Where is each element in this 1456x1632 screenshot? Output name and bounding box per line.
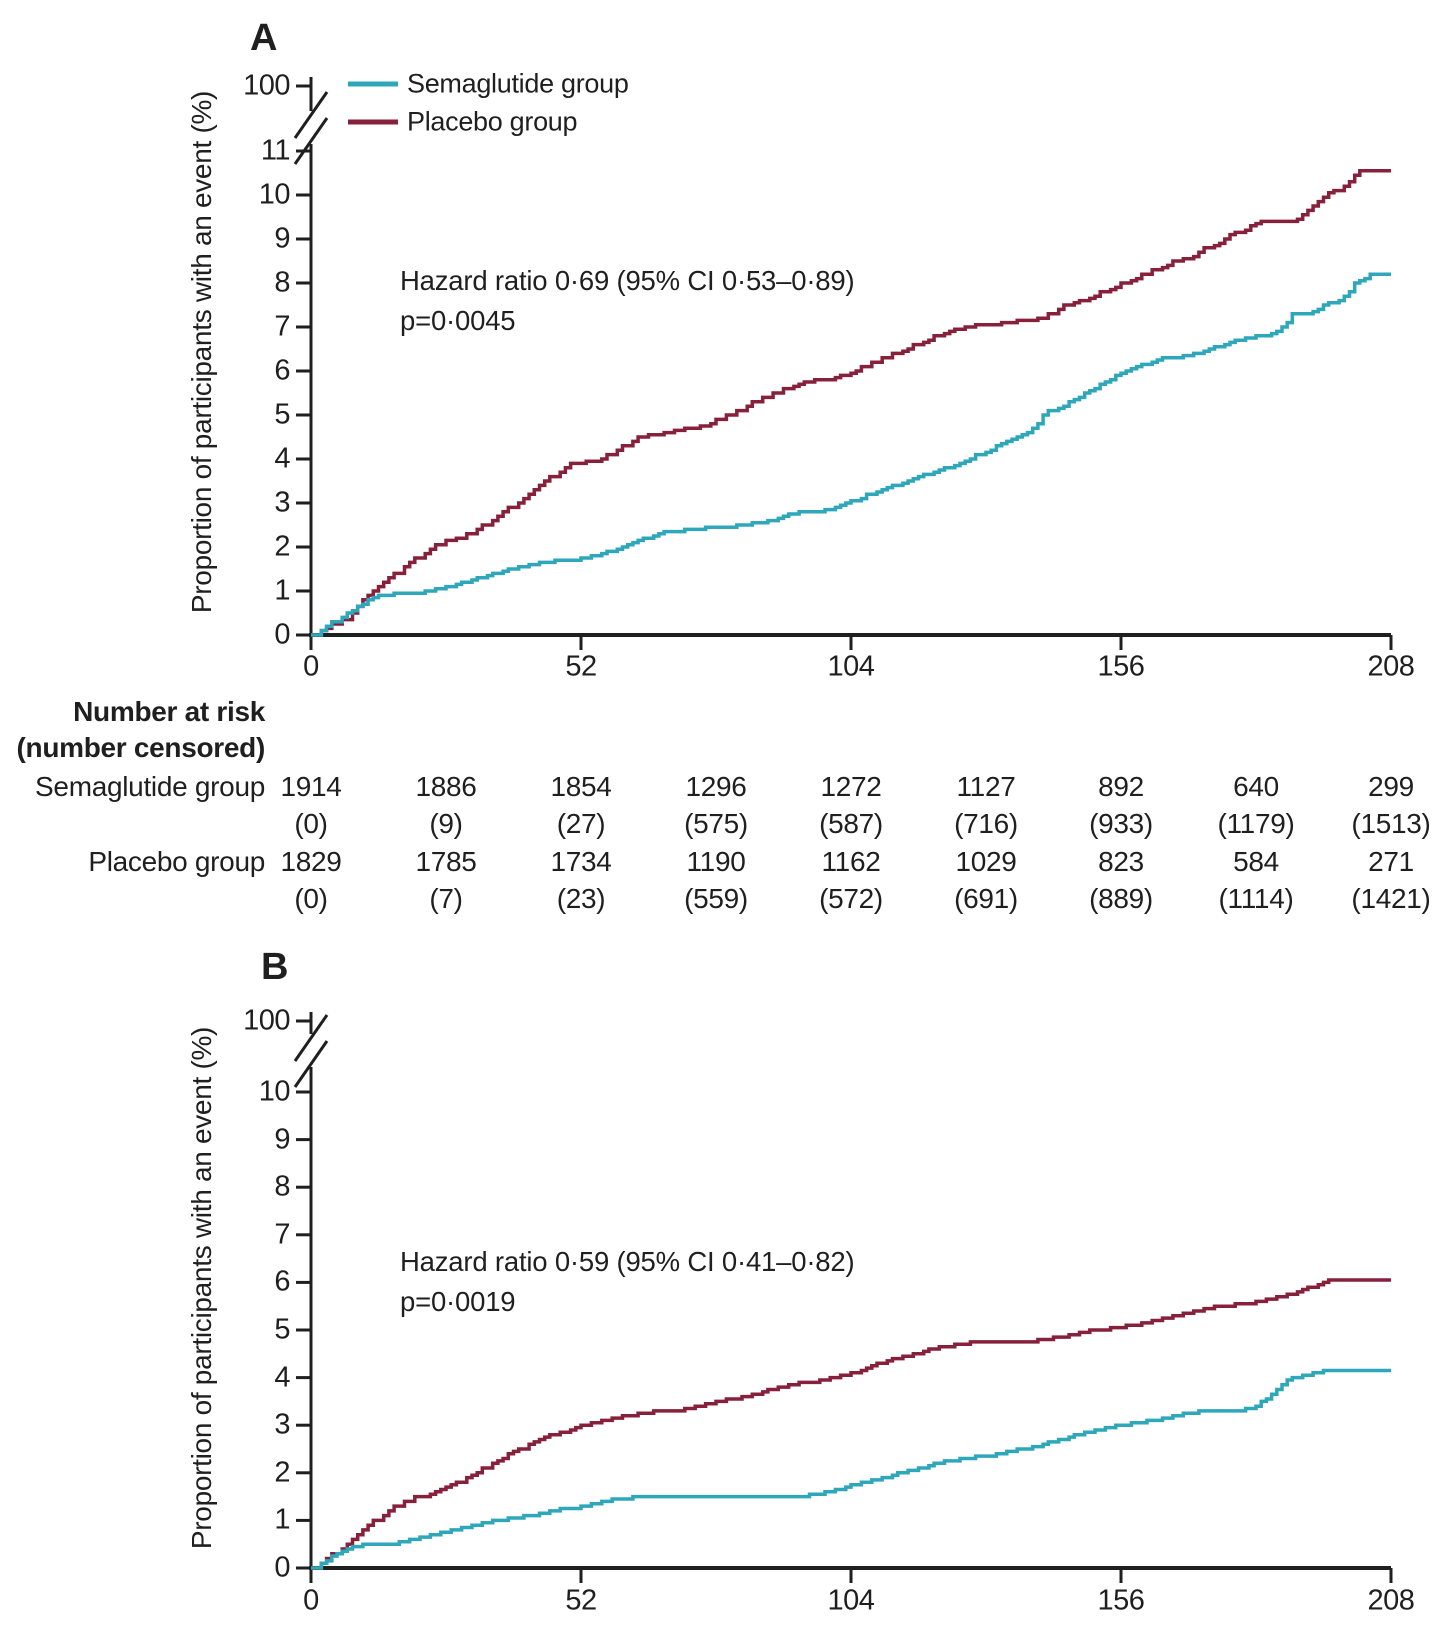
hazard-ratio-text-b: Hazard ratio 0·59 (95% CI 0·41–0·82) bbox=[400, 1246, 855, 1277]
legend-label-placebo: Placebo group bbox=[407, 106, 578, 137]
risk-count-cell: 1296 bbox=[685, 771, 747, 802]
risk-count-cell: 1734 bbox=[550, 846, 612, 877]
risk-censored-cell: (1421) bbox=[1351, 883, 1431, 914]
risk-count-cell: 892 bbox=[1098, 771, 1144, 802]
risk-count-cell: 1829 bbox=[280, 846, 342, 877]
risk-count-cell: 271 bbox=[1368, 846, 1414, 877]
risk-count-cell: 1029 bbox=[955, 846, 1017, 877]
y-tick-label: 100 bbox=[243, 69, 290, 102]
risk-censored-cell: (0) bbox=[294, 883, 328, 914]
x-tick-label: 156 bbox=[1097, 650, 1145, 683]
risk-row-label: Placebo group bbox=[88, 846, 265, 877]
risk-count-cell: 823 bbox=[1098, 846, 1144, 877]
panel-b-label: B bbox=[261, 946, 288, 988]
x-tick-label: 104 bbox=[827, 1584, 875, 1617]
p-value-text-b: p=0·0019 bbox=[400, 1286, 516, 1317]
risk-count-cell: 1190 bbox=[686, 846, 746, 877]
risk-censored-cell: (933) bbox=[1089, 808, 1153, 839]
risk-count-cell: 1272 bbox=[820, 771, 882, 802]
y-tick-label: 4 bbox=[274, 1361, 290, 1394]
y-tick-label: 1 bbox=[274, 574, 290, 607]
risk-censored-cell: (27) bbox=[556, 808, 606, 839]
km-curve-placebo-group bbox=[311, 169, 1391, 637]
risk-censored-cell: (9) bbox=[429, 808, 463, 839]
y-tick-label: 3 bbox=[274, 486, 290, 519]
risk-count-cell: 1886 bbox=[415, 771, 477, 802]
axis-break-slash bbox=[293, 1014, 329, 1062]
risk-censored-cell: (559) bbox=[684, 883, 748, 914]
x-tick-label: 0 bbox=[303, 650, 319, 683]
y-tick-label: 9 bbox=[274, 222, 290, 255]
legend-swatch-semaglutide-line bbox=[348, 81, 398, 87]
risk-count-cell: 1914 bbox=[280, 771, 342, 802]
y-tick-label: 6 bbox=[274, 354, 290, 387]
y-tick-label: 11 bbox=[260, 134, 291, 167]
axis-break-slash bbox=[293, 117, 329, 165]
hazard-ratio-text-a: Hazard ratio 0·69 (95% CI 0·53–0·89) bbox=[400, 265, 855, 296]
km-curve-placebo-group bbox=[311, 1278, 1391, 1570]
risk-censored-cell: (1179) bbox=[1217, 808, 1295, 839]
y-tick-label: 4 bbox=[274, 442, 290, 475]
risk-table-title: Number at risk bbox=[73, 696, 265, 727]
y-tick-label: 8 bbox=[274, 266, 290, 299]
risk-count-cell: 640 bbox=[1233, 771, 1279, 802]
y-tick-label: 9 bbox=[274, 1123, 290, 1156]
risk-count-cell: 1854 bbox=[550, 771, 612, 802]
x-tick-label: 208 bbox=[1367, 650, 1415, 683]
y-tick-label: 7 bbox=[274, 310, 290, 343]
hazard-annotation-panel-a: Hazard ratio 0·69 (95% CI 0·53–0·89) p=0… bbox=[400, 261, 855, 341]
risk-censored-cell: (575) bbox=[684, 808, 748, 839]
axis-break-slash bbox=[293, 1040, 329, 1088]
risk-censored-cell: (0) bbox=[294, 808, 328, 839]
risk-censored-cell: (572) bbox=[819, 883, 883, 914]
x-tick-label: 52 bbox=[565, 1584, 597, 1617]
y-axis-title-panel-b: Proportion of participants with an event… bbox=[186, 1026, 217, 1550]
risk-censored-cell: (587) bbox=[819, 808, 883, 839]
km-curve-semaglutide-group bbox=[311, 1368, 1391, 1570]
risk-censored-cell: (691) bbox=[954, 883, 1018, 914]
y-tick-label: 0 bbox=[274, 1551, 290, 1584]
y-tick-label: 1 bbox=[274, 1503, 290, 1536]
x-tick-label: 104 bbox=[827, 650, 875, 683]
risk-censored-cell: (23) bbox=[556, 883, 606, 914]
risk-censored-cell: (1114) bbox=[1218, 883, 1294, 914]
y-tick-label: 7 bbox=[274, 1218, 290, 1251]
risk-censored-cell: (716) bbox=[954, 808, 1018, 839]
risk-count-cell: 299 bbox=[1368, 771, 1414, 802]
y-tick-label: 5 bbox=[274, 398, 290, 431]
x-tick-label: 0 bbox=[303, 1584, 319, 1617]
y-tick-label: 100 bbox=[243, 1004, 290, 1037]
risk-count-cell: 1785 bbox=[415, 846, 477, 877]
risk-count-cell: 584 bbox=[1233, 846, 1279, 877]
y-tick-label: 2 bbox=[274, 1456, 290, 1489]
risk-row-label: Semaglutide group bbox=[35, 771, 265, 802]
y-tick-label: 5 bbox=[274, 1313, 290, 1346]
axis-break-slash bbox=[293, 91, 329, 139]
legend-swatch-placebo-line bbox=[348, 119, 398, 125]
x-tick-label: 52 bbox=[565, 650, 597, 683]
legend-label-semaglutide: Semaglutide group bbox=[407, 68, 629, 99]
x-tick-label: 208 bbox=[1367, 1584, 1415, 1617]
risk-count-cell: 1127 bbox=[956, 771, 1016, 802]
y-tick-label: 0 bbox=[274, 618, 290, 651]
risk-count-cell: 1162 bbox=[821, 846, 881, 877]
y-tick-label: 10 bbox=[258, 178, 291, 211]
panel-a-label: A bbox=[250, 17, 277, 59]
km-curve-semaglutide-group bbox=[311, 272, 1391, 637]
y-tick-label: 8 bbox=[274, 1170, 290, 1203]
hazard-annotation-panel-b: Hazard ratio 0·59 (95% CI 0·41–0·82) p=0… bbox=[400, 1242, 855, 1322]
risk-table-subtitle: (number censored) bbox=[16, 732, 266, 763]
y-axis-title-panel-a: Proportion of participants with an event… bbox=[186, 90, 217, 614]
risk-censored-cell: (889) bbox=[1089, 883, 1153, 914]
p-value-text-a: p=0·0045 bbox=[400, 305, 516, 336]
x-tick-label: 156 bbox=[1097, 1584, 1145, 1617]
y-tick-label: 6 bbox=[274, 1265, 290, 1298]
y-tick-label: 2 bbox=[274, 530, 290, 563]
risk-censored-cell: (1513) bbox=[1351, 808, 1431, 839]
y-tick-label: 10 bbox=[258, 1075, 291, 1108]
risk-censored-cell: (7) bbox=[429, 883, 463, 914]
y-tick-label: 3 bbox=[274, 1408, 290, 1441]
